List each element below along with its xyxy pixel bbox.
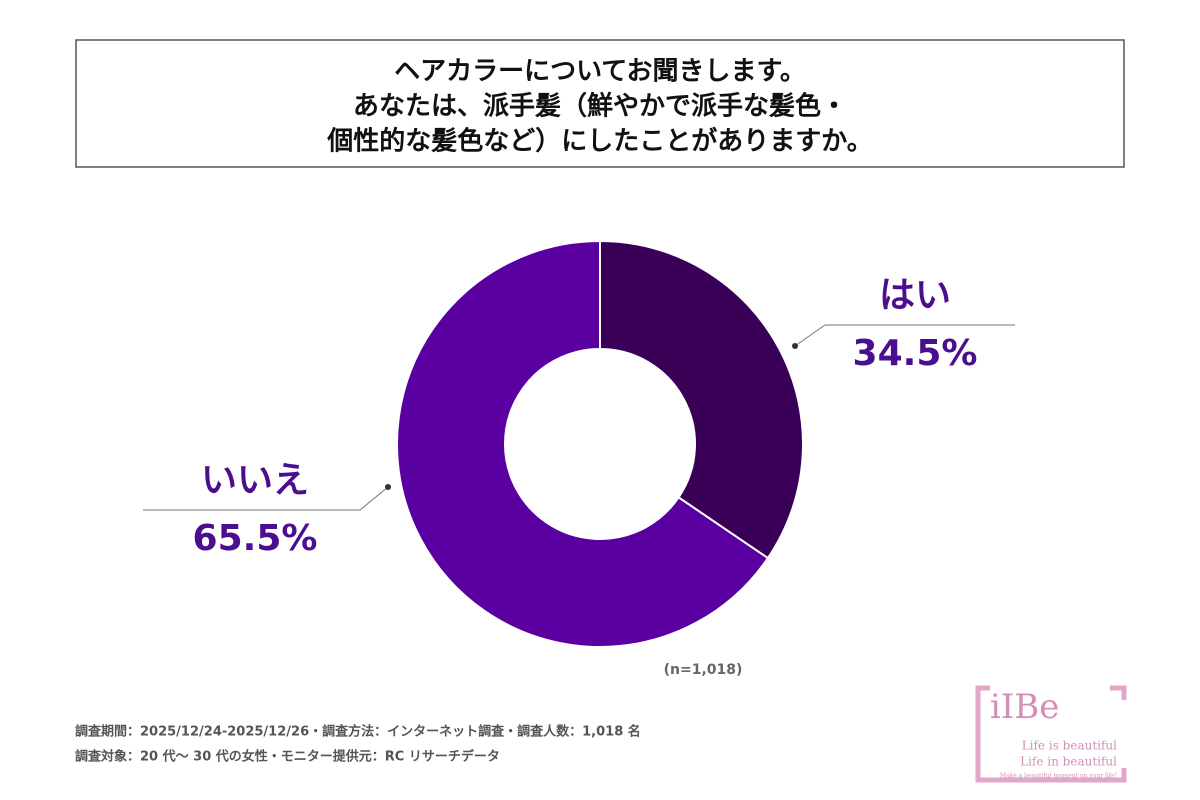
footer-text: 調査対象：20 代～ 30 代の女性・モニター提供元：RC リサーチデータ	[75, 749, 500, 765]
logo-line: Make a beautiful moment on your life!	[1000, 773, 1117, 780]
chart-title: ヘアカラーについてお聞きします。	[394, 57, 806, 87]
logo-frame	[975, 685, 1127, 783]
donut-slice	[599, 239, 804, 560]
logo-line: Life is beautiful	[1022, 739, 1117, 753]
sample-note: (n=1,018)	[664, 662, 743, 678]
chart-title: 個性的な髪色など）にしたことがありますか。	[326, 126, 872, 157]
leader-line	[794, 324, 1015, 347]
title-box	[75, 39, 1125, 168]
footer-text: 調査期間：2025/12/24-2025/12/26・調査方法：インターネット調…	[75, 724, 641, 740]
leader-line	[143, 486, 389, 511]
leader-dot	[385, 484, 391, 490]
category-label: はい	[879, 275, 951, 316]
category-label: いいえ	[201, 460, 309, 501]
logo: iIBe Life is beautiful Life in beautiful…	[975, 685, 1127, 783]
leader-dot	[792, 343, 798, 349]
logo-line: Life in beautiful	[1020, 755, 1117, 769]
logo-brand: iIBe	[990, 687, 1059, 727]
chart-title: あなたは、派手髪（鮮やかで派手な髪色・	[353, 91, 847, 122]
donut	[396, 239, 804, 648]
donut-slice	[396, 239, 770, 648]
value-label: 34.5%	[853, 333, 978, 374]
value-label: 65.5%	[193, 518, 318, 559]
